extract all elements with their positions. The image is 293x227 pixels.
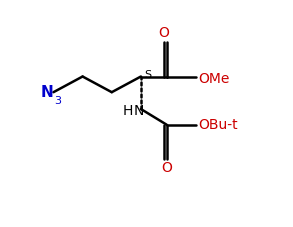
Text: OBu-t: OBu-t [198, 118, 238, 132]
Text: H: H [123, 104, 133, 118]
Text: O: O [158, 26, 169, 40]
Text: 3: 3 [54, 96, 61, 106]
Text: OMe: OMe [198, 72, 229, 86]
Text: N: N [40, 85, 53, 100]
Text: O: O [161, 161, 172, 175]
Text: S: S [144, 70, 151, 80]
Text: N: N [134, 104, 144, 118]
